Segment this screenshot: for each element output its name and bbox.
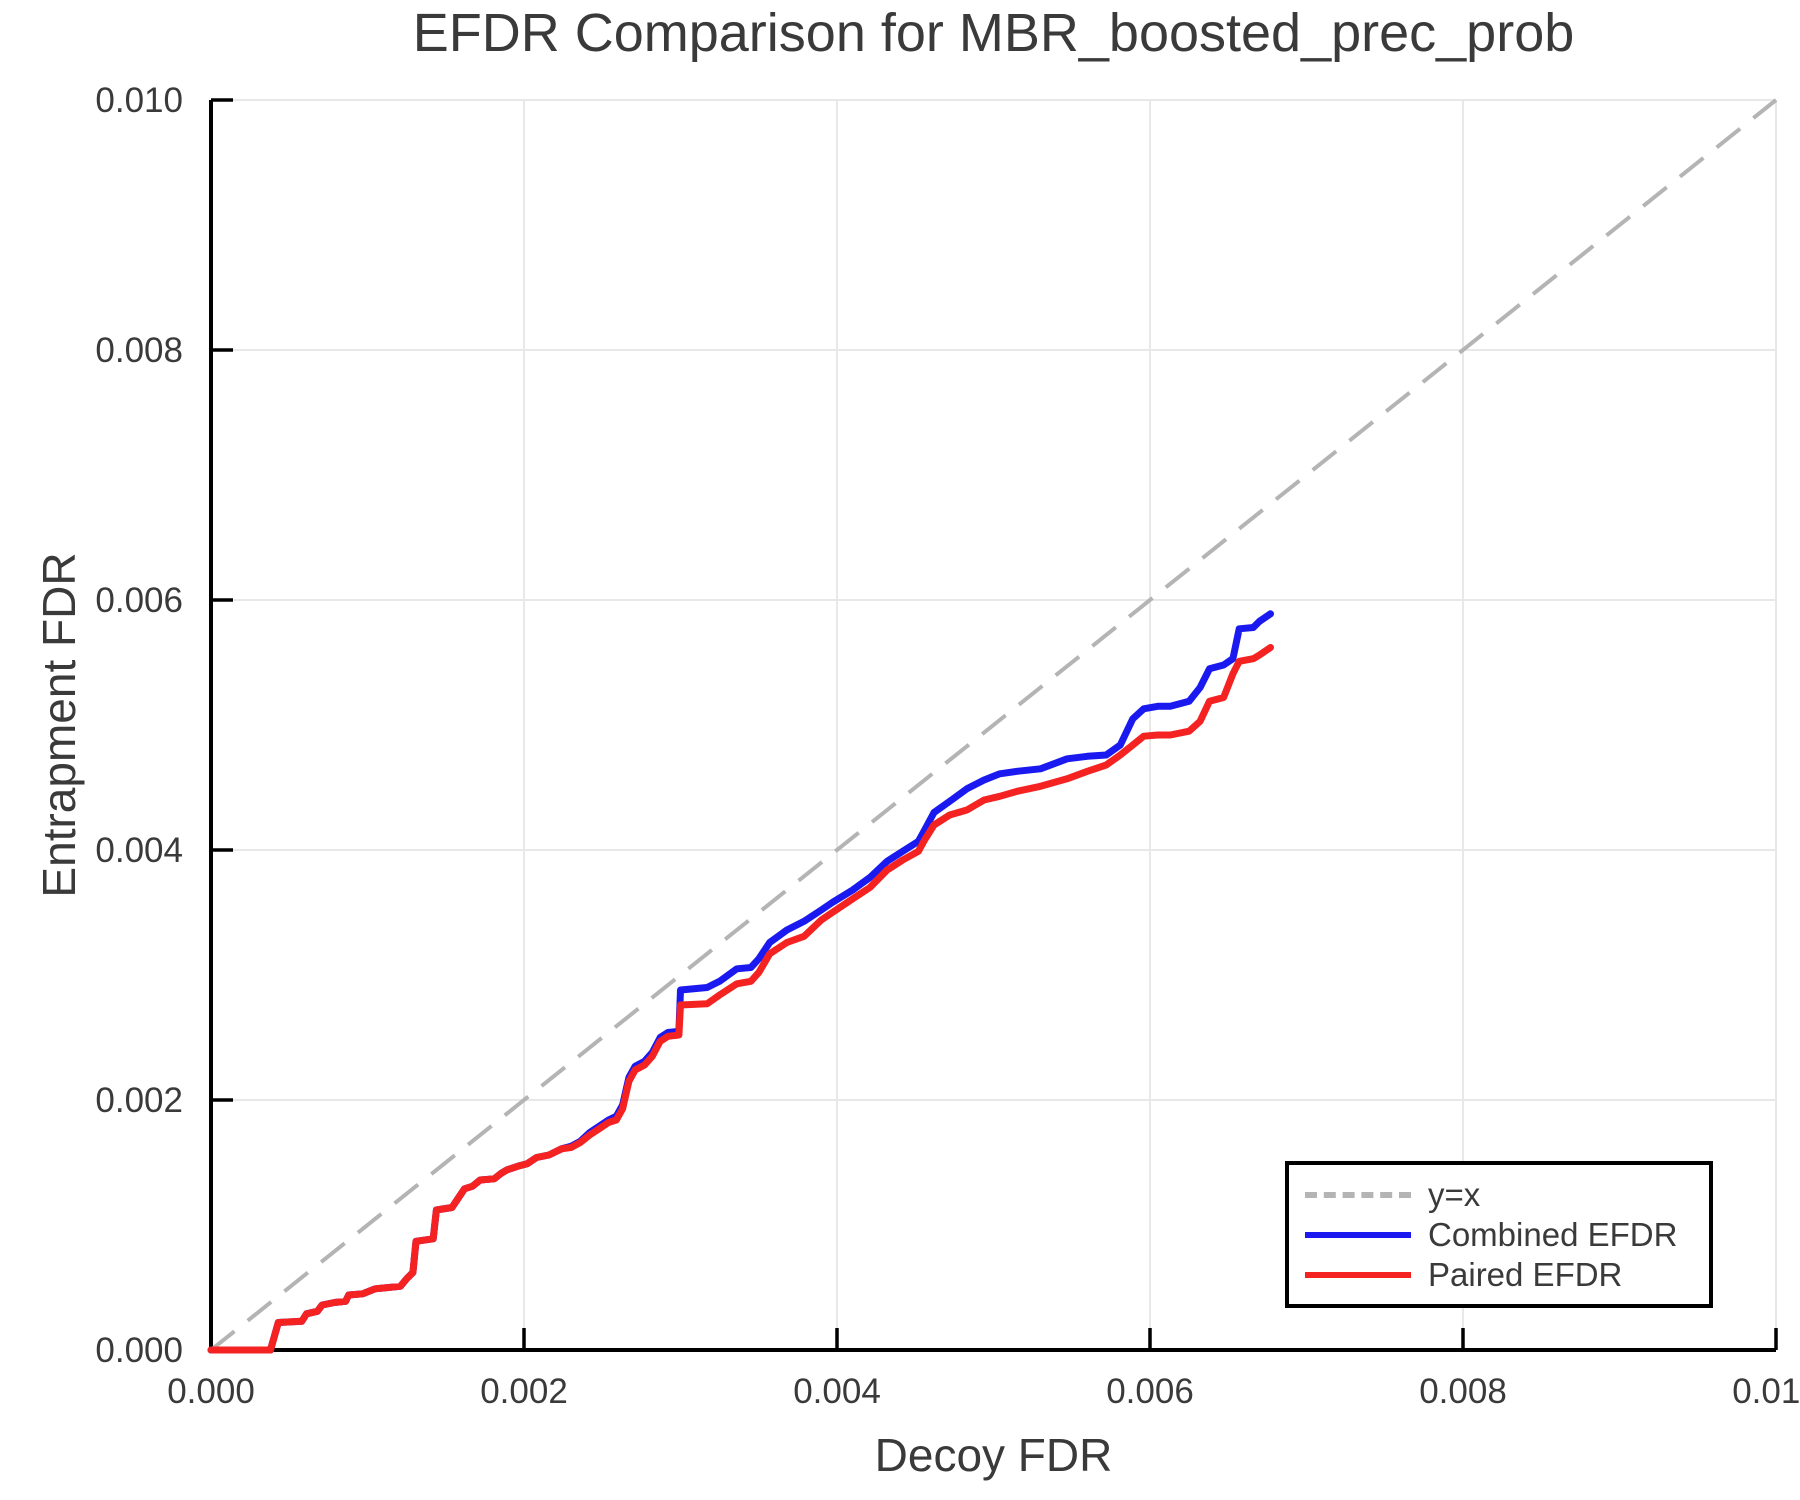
x-tick-label: 0.006 <box>1106 1372 1194 1411</box>
dashed-line-swatch <box>1305 1191 1411 1198</box>
x-tick-label: 0.010 <box>1732 1372 1800 1411</box>
legend-label-paired: Paired EFDR <box>1428 1255 1623 1293</box>
x-tick-label: 0.008 <box>1419 1372 1507 1411</box>
legend-row-paired: Paired EFDR <box>1305 1256 1709 1294</box>
legend: y=x Combined EFDR Paired EFDR <box>1285 1161 1713 1308</box>
x-tick-label: 0.000 <box>167 1372 255 1411</box>
y-tick-label: 0.006 <box>95 581 183 620</box>
y-tick-label: 0.000 <box>95 1331 183 1370</box>
y-tick-label: 0.004 <box>95 831 183 870</box>
x-tick-label: 0.004 <box>793 1372 881 1411</box>
blue-line-swatch <box>1305 1231 1411 1238</box>
legend-label-yx: y=x <box>1428 1175 1481 1213</box>
chart-title: EFDR Comparison for MBR_boosted_prec_pro… <box>412 3 1575 63</box>
y-tick-label: 0.008 <box>95 331 183 370</box>
legend-row-yx: y=x <box>1305 1176 1709 1214</box>
red-line-swatch <box>1305 1271 1411 1278</box>
series-y-x <box>209 98 1778 1352</box>
legend-label-combined: Combined EFDR <box>1428 1215 1678 1253</box>
y-axis-label: Entrapment FDR <box>33 552 85 898</box>
series-paired-efdr <box>207 644 1274 1354</box>
legend-row-combined: Combined EFDR <box>1305 1216 1709 1254</box>
y-tick-label: 0.010 <box>95 81 183 120</box>
y-tick-label: 0.002 <box>95 1081 183 1120</box>
x-axis-label: Decoy FDR <box>874 1429 1113 1481</box>
x-tick-label: 0.002 <box>480 1372 568 1411</box>
